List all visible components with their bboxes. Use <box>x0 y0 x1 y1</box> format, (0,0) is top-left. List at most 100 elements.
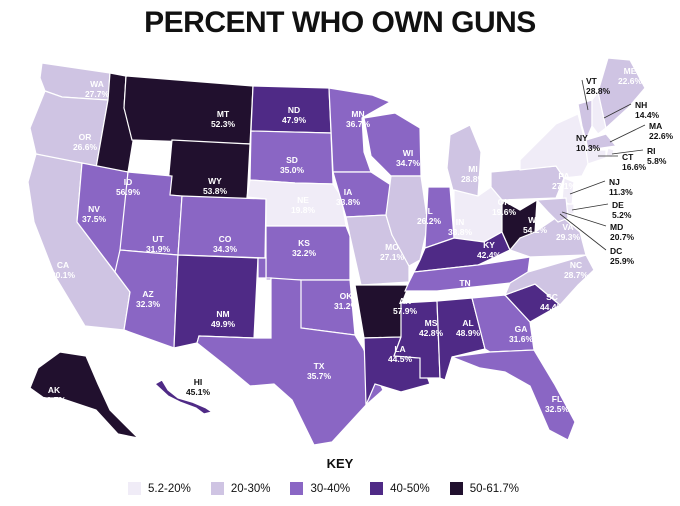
state-abbr: IL <box>425 206 433 216</box>
state-value: 20.1% <box>51 270 76 280</box>
state-abbr: OK <box>340 291 354 301</box>
state-abbr: CT <box>622 152 634 162</box>
legend-swatch <box>370 482 384 495</box>
state-abbr: AL <box>462 318 473 328</box>
state-il <box>385 175 429 267</box>
state-value: 35.7% <box>307 371 332 381</box>
state-value: 26.6% <box>73 142 98 152</box>
legend-item: 5.2-20% <box>128 482 191 495</box>
state-label-ny: NY 10.3% <box>576 133 601 153</box>
state-label-ca: CA 20.1% <box>51 260 76 280</box>
state-value: 5.8% <box>647 156 667 166</box>
state-abbr: NM <box>216 309 229 319</box>
state-label-nc: NC 28.7% <box>564 260 589 280</box>
state-abbr: GA <box>515 324 528 334</box>
state-value: 35.0% <box>280 165 305 175</box>
state-abbr: ND <box>288 105 300 115</box>
callout-line-nj <box>569 180 606 195</box>
state-value: 27.1% <box>552 181 577 191</box>
state-ct <box>585 149 607 165</box>
state-abbr: CO <box>219 234 232 244</box>
state-label-nv: NV 37.5% <box>82 204 107 224</box>
state-abbr: MS <box>425 318 438 328</box>
state-label-id: ID 56.9% <box>116 177 141 197</box>
state-abbr: NE <box>297 195 309 205</box>
state-abbr: AR <box>399 296 411 306</box>
state-wv <box>501 198 538 252</box>
state-value: 27.7% <box>85 89 110 99</box>
legend-label: 20-30% <box>230 482 271 495</box>
state-value: 31.9% <box>146 244 171 254</box>
state-value: 19.8% <box>291 205 316 215</box>
state-value: 31.6% <box>509 334 534 344</box>
state-abbr: WA <box>90 79 104 89</box>
state-abbr: KY <box>483 240 495 250</box>
state-value: 42.8% <box>419 328 444 338</box>
state-abbr: TN <box>459 278 470 288</box>
state-label-mo: MO 27.1% <box>380 242 405 262</box>
state-label-wa: WA 27.7% <box>85 79 110 99</box>
state-value: 32.5% <box>545 404 570 414</box>
state-nm <box>173 254 259 349</box>
legend-swatch <box>128 482 141 495</box>
state-value: 25.9% <box>610 256 635 266</box>
callout-line-nh <box>603 103 632 119</box>
state-abbr: MN <box>351 109 364 119</box>
state-abbr: ID <box>124 177 133 187</box>
state-abbr: WY <box>208 176 222 186</box>
state-value: 45.1% <box>186 387 211 397</box>
state-label-il: IL 26.2% <box>417 206 442 226</box>
state-label-tn: TN 39.4% <box>453 278 478 298</box>
state-label-nd: ND 47.9% <box>282 105 307 125</box>
state-label-az: AZ 32.3% <box>136 289 161 309</box>
state-abbr: WV <box>528 215 542 225</box>
state-label-me: ME 22.6% <box>618 66 643 86</box>
state-label-al: AL 48.9% <box>456 318 481 338</box>
state-label-ut: UT 31.9% <box>146 234 171 254</box>
state-abbr: MD <box>610 222 623 232</box>
state-value: 28.8% <box>586 86 611 96</box>
state-hi <box>153 379 214 415</box>
state-label-ar: AR 57.9% <box>393 296 418 316</box>
state-value: 37.5% <box>82 214 107 224</box>
state-value: 56.9% <box>116 187 141 197</box>
state-value: 36.7% <box>346 119 371 129</box>
legend-label: 5.2-20% <box>148 482 191 495</box>
legend-title: KEY <box>326 456 354 471</box>
callout-line-ri <box>611 149 644 155</box>
legend-label: 40-50% <box>390 482 430 495</box>
state-value: 34.3% <box>213 244 238 254</box>
state-label-wi: WI 34.7% <box>396 148 421 168</box>
state-label-tx: TX 35.7% <box>307 361 332 381</box>
state-value: 44.5% <box>388 354 413 364</box>
state-ri <box>605 147 615 159</box>
state-ak <box>29 351 140 439</box>
state-abbr: SD <box>286 155 298 165</box>
state-abbr: RI <box>647 146 656 156</box>
state-value: 32.3% <box>136 299 161 309</box>
state-value: 20.7% <box>610 232 635 242</box>
state-label-nm: NM 49.9% <box>211 309 236 329</box>
state-value: 33.8% <box>448 227 473 237</box>
state-abbr: MI <box>468 164 477 174</box>
state-label-ok: OK 31.2% <box>334 291 359 311</box>
legend-swatch <box>449 482 463 495</box>
state-label-in: IN 33.8% <box>448 217 473 237</box>
legend-item: 30-40% <box>290 482 350 495</box>
state-labels: WA 27.7% OR 26.6% CA 20.1% ID 56.9% NV 37.5% MT 52.… <box>42 66 674 414</box>
state-value: 5.2% <box>612 210 632 220</box>
state-label-co: CO 34.3% <box>213 234 238 254</box>
state-label-sd: SD 35.0% <box>280 155 305 175</box>
state-value: 28.7% <box>564 270 589 280</box>
state-value: 32.2% <box>292 248 317 258</box>
state-abbr: DC <box>610 246 622 256</box>
state-value: 34.7% <box>396 158 421 168</box>
state-abbr: LA <box>394 344 405 354</box>
state-value: 11.3% <box>609 187 633 197</box>
state-value: 14.4% <box>635 110 660 120</box>
state-label-ct: CT 16.6% <box>622 152 647 172</box>
state-shapes <box>27 57 646 446</box>
legend-label: 50-61.7% <box>469 482 519 495</box>
state-abbr: SC <box>546 292 558 302</box>
callout-line-dc <box>559 213 607 251</box>
